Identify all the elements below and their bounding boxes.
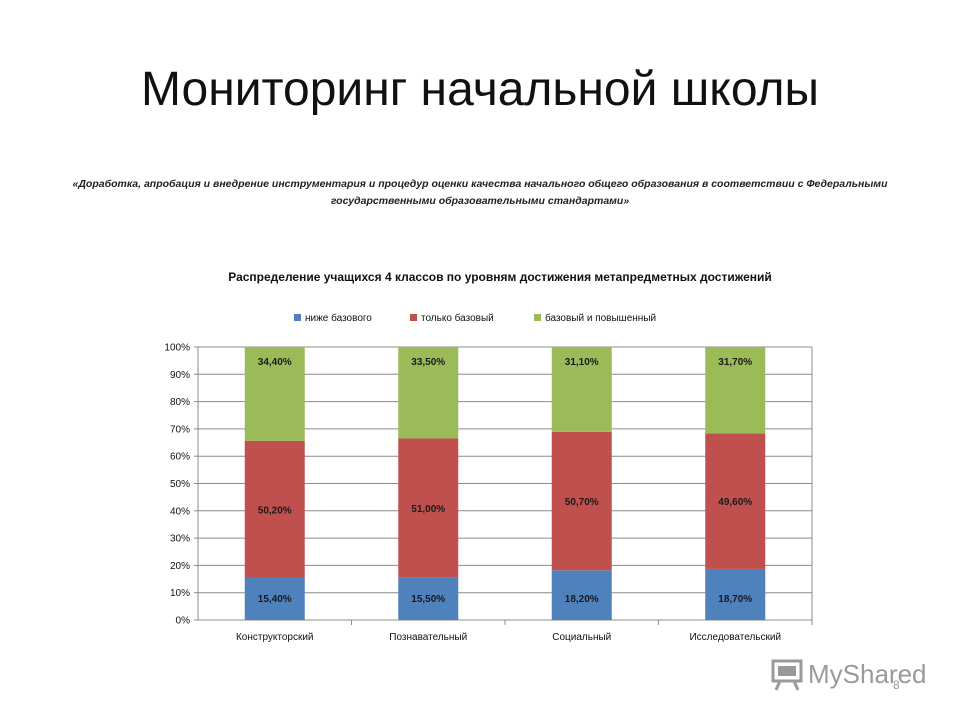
x-tick-label: Исследовательский [689, 632, 781, 643]
y-tick-label: 100% [164, 343, 190, 354]
y-tick-label: 40% [170, 506, 190, 517]
data-label: 18,70% [718, 594, 752, 605]
slide-subtitle: «Доработка, апробация и внедрение инстру… [72, 178, 888, 207]
data-label: 31,70% [718, 357, 752, 368]
y-tick-label: 10% [170, 588, 190, 599]
slide-title: Мониторинг начальной школы [141, 63, 819, 116]
legend-swatch [534, 314, 541, 321]
data-label: 50,70% [565, 497, 599, 508]
bar-segment [551, 347, 612, 432]
x-tick-label: Конструкторский [236, 632, 314, 643]
data-label: 51,00% [411, 504, 445, 515]
y-tick-label: 20% [170, 561, 190, 572]
data-label: 31,10% [565, 357, 599, 368]
y-tick-label: 60% [170, 452, 190, 463]
data-label: 50,20% [258, 505, 292, 516]
watermark: MyShared [768, 655, 928, 695]
y-tick-label: 30% [170, 534, 190, 545]
bar-segment [398, 438, 459, 578]
watermark-text: MyShared [808, 659, 927, 689]
legend-label: ниже базового [305, 312, 372, 324]
bar-segment [244, 347, 305, 441]
bar-segment [705, 568, 766, 620]
x-tick-label: Познавательный [389, 632, 467, 643]
chart-title: Распределение учащихся 4 классов по уров… [228, 270, 772, 284]
data-label: 15,40% [258, 594, 292, 605]
data-label: 33,50% [411, 357, 445, 368]
bar-segment [244, 577, 305, 620]
bar-segment [398, 577, 459, 620]
legend-swatch [294, 314, 301, 321]
y-tick-label: 80% [170, 397, 190, 408]
y-tick-label: 50% [170, 479, 190, 490]
page-number: 8 [893, 678, 900, 692]
bar-segment [551, 570, 612, 620]
data-label: 18,20% [565, 594, 599, 605]
x-tick-label: Социальный [552, 632, 611, 643]
legend-swatch [410, 314, 417, 321]
data-label: 49,60% [718, 497, 752, 508]
legend-label: только базовый [421, 312, 494, 324]
y-tick-label: 70% [170, 424, 190, 435]
bar-segment [551, 431, 612, 571]
bar-segment [705, 433, 766, 569]
y-tick-label: 0% [176, 616, 191, 627]
bar-segment [398, 347, 459, 439]
bar-segment [705, 347, 766, 434]
data-label: 15,50% [411, 594, 445, 605]
legend-label: базовый и повышенный [545, 312, 656, 324]
presentation-board-icon [771, 659, 803, 691]
bar-segment [244, 440, 305, 578]
data-label: 34,40% [258, 357, 292, 368]
y-tick-label: 90% [170, 370, 190, 381]
